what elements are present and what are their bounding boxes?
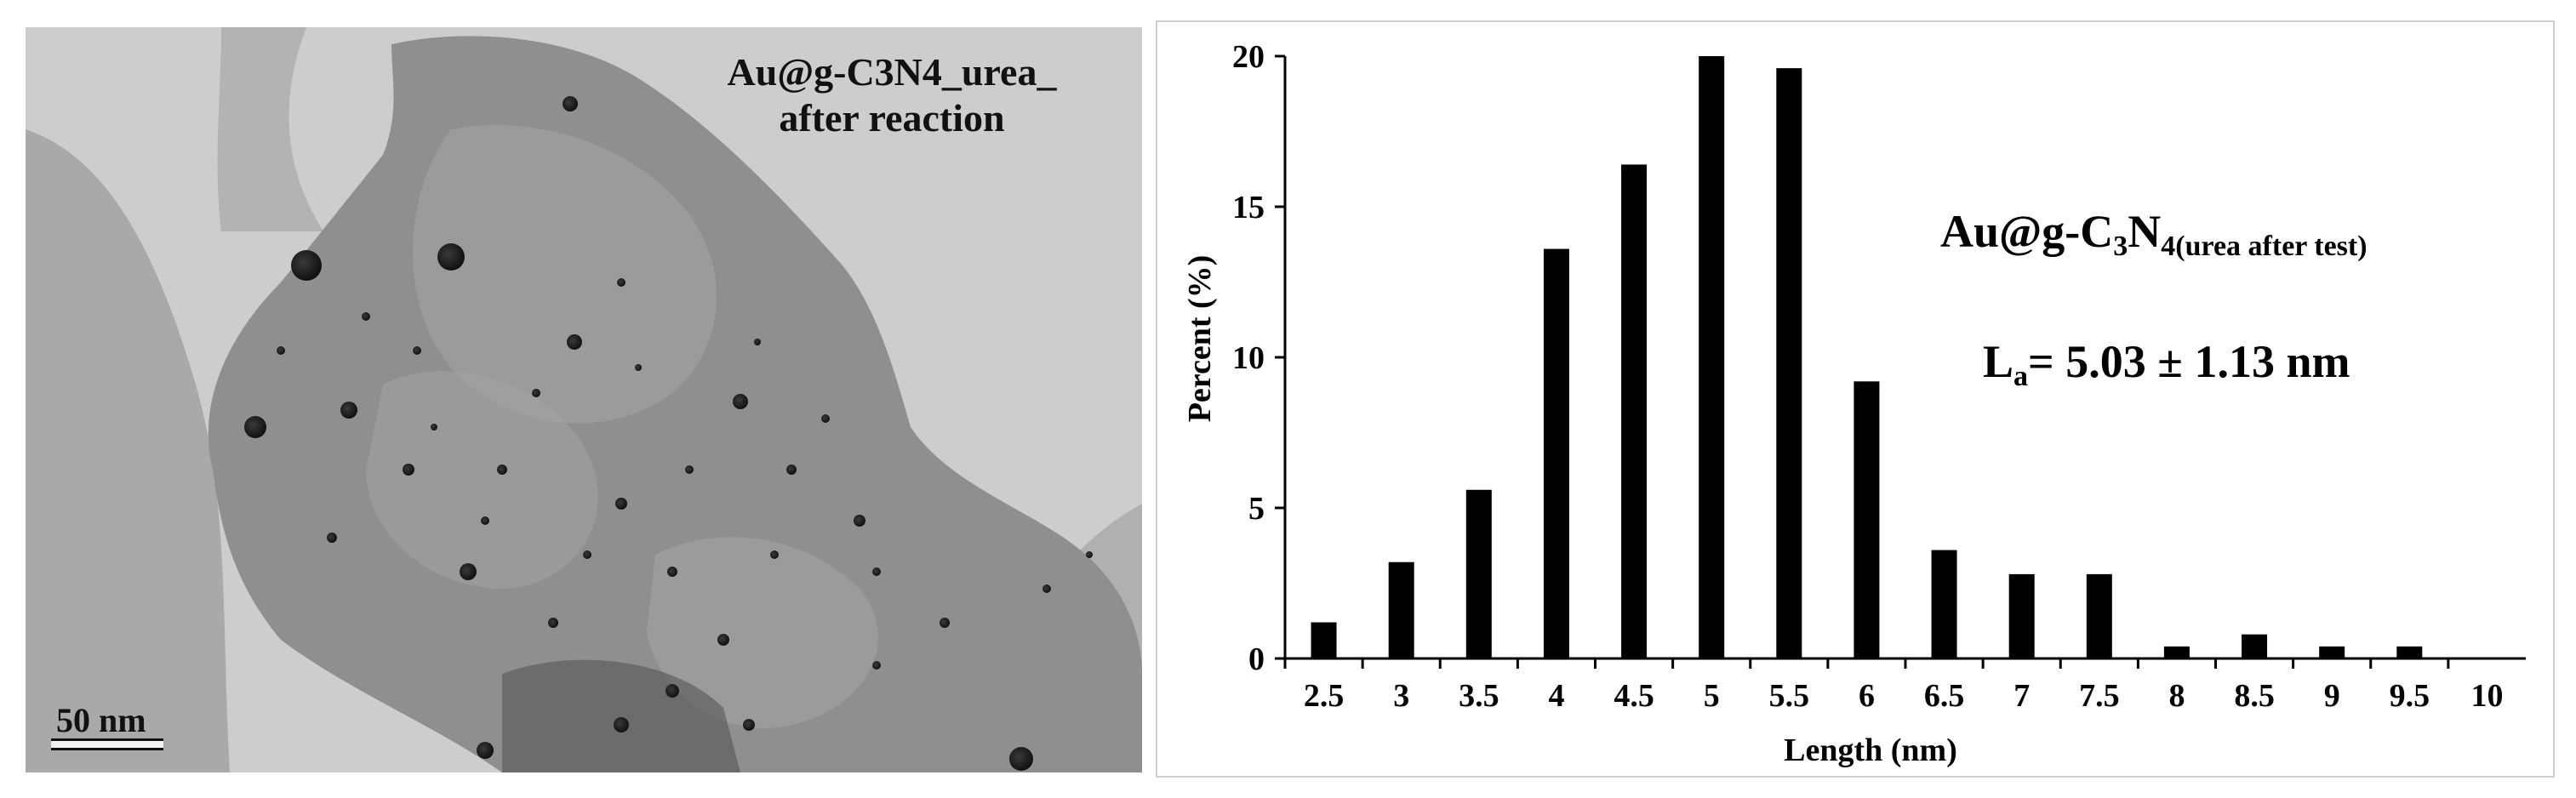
y-tick-label: 15	[1232, 190, 1265, 225]
x-tick-label: 8.5	[2234, 678, 2275, 714]
x-tick-label: 5	[1704, 678, 1720, 714]
annotation-title-main: Au@g-C	[1940, 206, 2114, 257]
x-tick-label: 9.5	[2390, 678, 2430, 714]
x-axis-title: Length (nm)	[1784, 732, 1957, 768]
bar-9	[2319, 646, 2345, 658]
bar-8.5	[2242, 634, 2268, 658]
bar-series	[1311, 56, 2423, 658]
x-tick-label: 6	[1859, 678, 1875, 714]
x-tick-label: 8	[2168, 678, 2185, 714]
x-tick-label: 2.5	[1304, 678, 1345, 714]
x-tick-label: 10	[2470, 678, 2503, 714]
y-tick-label: 20	[1232, 39, 1265, 75]
x-tick-label: 9	[2324, 678, 2340, 714]
y-tick-label: 0	[1248, 641, 1265, 677]
tem-micrograph: Au@g-C3N4_urea_ after reaction 50 nm	[26, 27, 1142, 772]
chart-panel: 0 5 10 15 20 2.5 3 3.5 4 4.5 5 5.5 6 6.5 7 7.5 8 8.5 9 9.5…	[1156, 20, 2555, 778]
x-tick-label: 5.5	[1769, 678, 1810, 714]
annotation-title-sub2: 4(urea after test)	[2161, 231, 2368, 262]
micrograph-title-line1: Au@g-C3N4_urea_	[727, 50, 1057, 94]
x-tick-group: 2.5 3 3.5 4 4.5 5 5.5 6 6.5 7 7.5 8 8.5 9 9.5 10	[1283, 658, 2503, 714]
bar-4.5	[1621, 164, 1648, 658]
annotation-title-sub1: 3	[2113, 231, 2128, 262]
x-tick-label: 3.5	[1459, 678, 1499, 714]
scale-bar-label: 50 nm	[56, 701, 146, 739]
y-tick-label: 5	[1248, 491, 1265, 527]
stat-subscript: a	[2013, 361, 2029, 392]
micrograph-title-line2: after reaction	[779, 96, 1005, 140]
x-tick-label: 6.5	[1924, 678, 1965, 714]
annotation-title-mid: N	[2128, 206, 2162, 257]
x-tick-label: 7	[2013, 678, 2030, 714]
bar-5.5	[1776, 68, 1802, 658]
micrograph-title: Au@g-C3N4_urea_ after reaction	[671, 49, 1113, 141]
x-tick-label: 4	[1548, 678, 1564, 714]
sample-annotation: Au@g-C3N4(urea after test)	[1940, 205, 2368, 263]
x-tick-label: 4.5	[1614, 678, 1654, 714]
x-tick-label: 7.5	[2079, 678, 2120, 714]
bar-7.5	[2086, 573, 2112, 658]
bar-5	[1699, 56, 1725, 658]
bar-4	[1543, 248, 1569, 658]
bar-3	[1388, 561, 1414, 658]
bar-7	[2008, 573, 2035, 658]
bar-8	[2163, 646, 2190, 658]
bar-3.5	[1465, 489, 1492, 658]
bar-chart: 0 5 10 15 20 2.5 3 3.5 4 4.5 5 5.5 6 6.5 7 7.5 8 8.5 9 9.5…	[1182, 39, 2526, 768]
bar-6.5	[1931, 550, 1957, 658]
tem-image	[26, 27, 1142, 772]
y-tick-label: 10	[1232, 340, 1265, 376]
y-tick-group: 0 5 10 15 20	[1232, 39, 1285, 677]
bar-9.5	[2396, 646, 2423, 658]
bar-2.5	[1311, 622, 1337, 658]
bar-6	[1853, 381, 1880, 658]
scale-bar	[51, 738, 163, 750]
y-axis-title: Percent (%)	[1182, 255, 1218, 423]
x-tick-label: 3	[1393, 678, 1409, 714]
stat-value: = 5.03 ± 1.13 nm	[2028, 336, 2350, 387]
stat-symbol: L	[1983, 336, 2014, 387]
size-stat-annotation: La= 5.03 ± 1.13 nm	[1983, 335, 2350, 393]
